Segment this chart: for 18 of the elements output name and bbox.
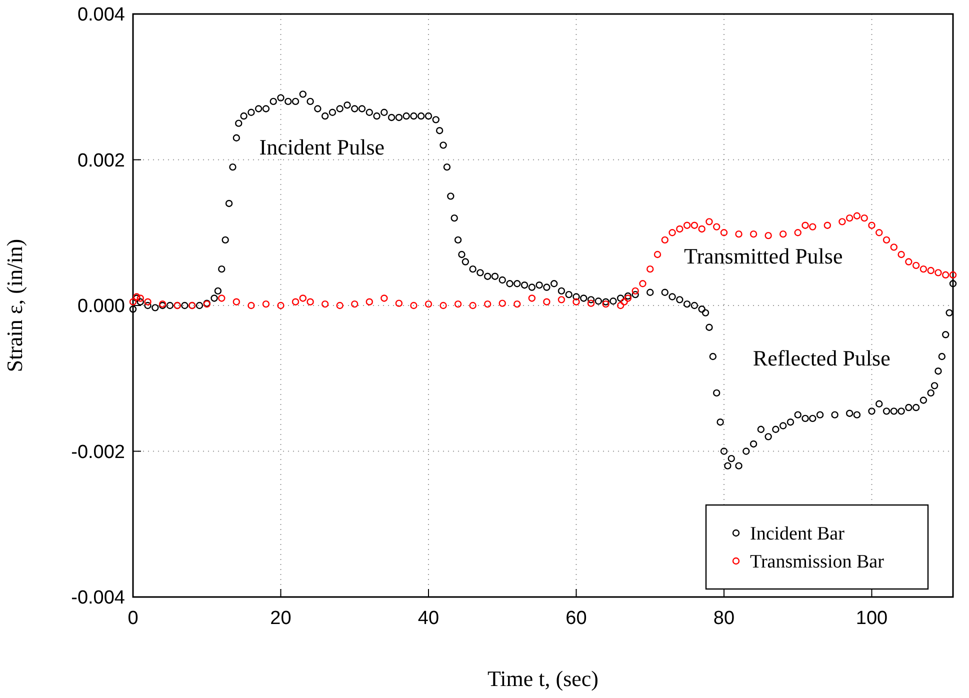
legend-label: Incident Bar: [750, 524, 846, 545]
x-axis-title: Time t, (sec): [487, 666, 599, 691]
annotation: Reflected Pulse: [752, 346, 890, 371]
x-tick-label: 20: [270, 608, 292, 629]
annotation: Incident Pulse: [259, 134, 385, 160]
y-tick-label: 0.002: [77, 150, 125, 172]
y-tick-label: 0.000: [77, 296, 125, 318]
x-tick-label: 100: [856, 608, 888, 629]
x-tick-label: 0: [128, 608, 138, 629]
y-tick-label: -0.004: [71, 588, 126, 609]
y-tick-label: -0.002: [71, 442, 125, 463]
x-tick-label: 60: [566, 608, 587, 629]
x-tick-label: 80: [713, 608, 735, 629]
x-tick-label: 40: [418, 608, 440, 629]
legend-label: Transmission Bar: [750, 552, 885, 573]
annotation: Transmitted Pulse: [684, 244, 843, 269]
y-tick-label: 0.004: [77, 4, 126, 26]
y-axis-title: Strain ε, (in/in): [2, 238, 27, 372]
